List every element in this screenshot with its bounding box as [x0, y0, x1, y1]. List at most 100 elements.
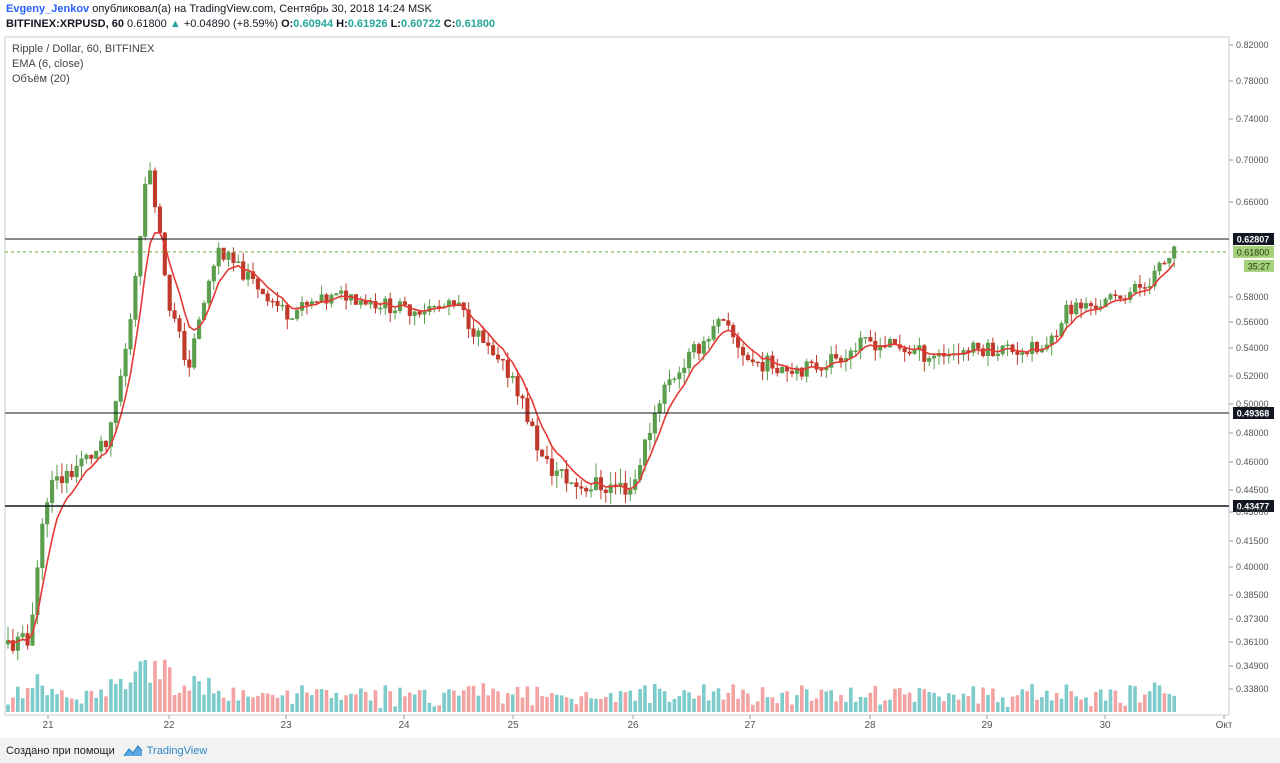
candle-body	[662, 384, 667, 404]
volume-bar	[476, 695, 481, 712]
volume-bar	[6, 704, 10, 712]
volume-bar	[922, 689, 927, 712]
candle-body	[691, 344, 697, 353]
volume-bar	[1167, 693, 1172, 712]
price-tick-label: 0.44500	[1236, 485, 1269, 495]
chart-header: Evgeny_Jenkov опубликовал(а) на TradingV…	[0, 0, 1280, 36]
volume-bar	[540, 696, 544, 712]
volume-bar	[898, 687, 902, 712]
candle-body	[819, 368, 824, 371]
candle-body	[295, 310, 300, 319]
volume-bar	[1128, 685, 1132, 712]
price-tick-label: 0.48000	[1236, 428, 1269, 438]
volume-bar	[961, 693, 966, 712]
volume-bar	[559, 695, 564, 712]
candle-body	[584, 488, 589, 492]
volume-bar	[555, 694, 559, 712]
candle-body	[657, 403, 662, 414]
candle-body	[829, 353, 834, 368]
candle-body	[834, 353, 839, 359]
author-link[interactable]: Evgeny_Jenkov	[6, 3, 90, 15]
candle-body	[1010, 344, 1015, 352]
volume-bar	[452, 690, 456, 712]
candle-body	[231, 252, 236, 263]
volume-bar	[1030, 684, 1034, 712]
candle-body	[407, 304, 412, 316]
candle-body	[265, 293, 270, 302]
volume-bar	[775, 703, 780, 712]
volume-bar	[261, 692, 265, 712]
time-axis[interactable]: 21 22 23 24 25 26 27 28 29 30 Окт	[5, 714, 1233, 731]
level-lines[interactable]: 0.62807 0.49368 0.43477 0.61800 35:27	[5, 233, 1274, 512]
candle-body	[1137, 283, 1142, 288]
volume-bar	[702, 684, 706, 712]
price-chart[interactable]: 0.62807 0.49368 0.43477 0.61800 35:27 0.8200…	[0, 36, 1280, 738]
tradingview-brand[interactable]: TradingView	[146, 744, 208, 757]
price-tick-label: 0.50000	[1236, 399, 1269, 409]
volume-bar	[1098, 689, 1103, 712]
volume-bar	[163, 659, 167, 712]
candle-body	[932, 355, 937, 359]
candle-body	[89, 454, 94, 459]
volume-bar	[667, 701, 672, 712]
candle-body	[1093, 305, 1098, 309]
candle-body	[373, 301, 378, 309]
tradingview-logo-icon[interactable]	[123, 744, 143, 758]
high-label: H:	[336, 18, 348, 30]
candle-body	[647, 432, 652, 441]
time-tick-label: 23	[280, 720, 292, 731]
candle-body	[814, 362, 819, 370]
chart-legend: Ripple / Dollar, 60, BITFINEX EMA (6, cl…	[12, 42, 154, 87]
volume-bar	[932, 692, 936, 712]
volume-bar	[1049, 700, 1054, 712]
volume-bar	[344, 695, 348, 712]
candle-body	[304, 302, 309, 305]
volume-bar	[785, 691, 789, 712]
volume-bar	[746, 693, 750, 712]
volume-bar	[158, 679, 162, 712]
candle-body	[172, 310, 177, 319]
volume-bar	[109, 679, 113, 712]
volume-bar	[378, 707, 383, 712]
volume-bar	[721, 699, 726, 712]
volume-bar	[604, 696, 608, 712]
plot-area[interactable]	[4, 36, 1230, 716]
volume-bar	[506, 693, 510, 712]
candle-body	[863, 337, 868, 339]
volume-bar	[1113, 690, 1118, 712]
volume-bar	[726, 692, 731, 712]
low-value: 0.60722	[400, 18, 441, 30]
candle-body	[540, 449, 545, 457]
volume-bar	[589, 698, 593, 712]
time-tick-label: 28	[864, 720, 876, 731]
volume-bar	[1069, 691, 1074, 712]
volume-bar	[221, 697, 226, 712]
volume-bar	[94, 697, 98, 712]
volume-bar	[1133, 686, 1137, 712]
time-tick-label: 25	[507, 720, 519, 731]
candle-body	[682, 367, 687, 373]
volume-bar	[256, 696, 260, 712]
volume-bar	[207, 677, 211, 712]
volume-bar	[657, 688, 662, 712]
price-tick-label: 0.37300	[1236, 614, 1269, 624]
candle-body	[275, 300, 280, 306]
legend-volume[interactable]: Объём (20)	[12, 73, 70, 85]
volume-bar	[295, 693, 299, 712]
volume-bar	[1157, 685, 1162, 712]
candle-body	[74, 465, 79, 478]
volume-bar	[770, 697, 775, 712]
volume-bar	[123, 689, 128, 712]
volume-bar	[359, 688, 363, 712]
legend-ema[interactable]: EMA (6, close)	[12, 58, 84, 70]
volume-bar	[172, 695, 177, 712]
candle-body	[84, 454, 89, 460]
up-arrow-icon: ▲	[169, 18, 181, 30]
price-axis[interactable]: 0.82000 0.78000 0.74000 0.70000 0.66000 0.580…	[1229, 40, 1269, 694]
volume-bar	[339, 699, 343, 712]
volume-bar	[711, 691, 716, 712]
candle-body	[927, 357, 932, 362]
candle-body	[221, 247, 226, 260]
candle-body	[491, 345, 496, 356]
candle-body	[750, 359, 755, 363]
